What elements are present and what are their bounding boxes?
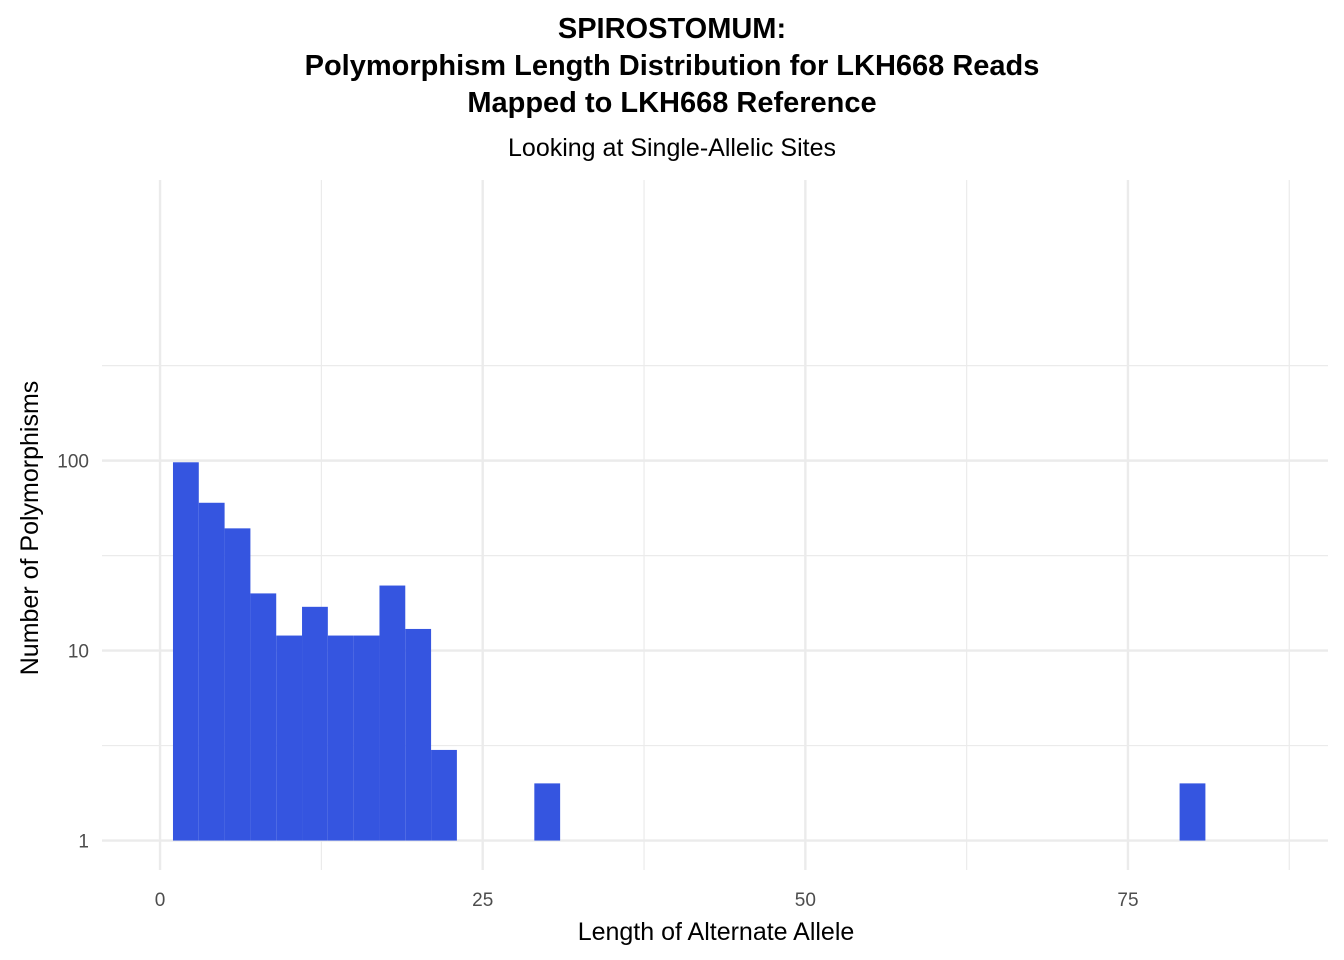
chart-subtitle: Looking at Single-Allelic Sites [508, 134, 836, 162]
x-tick-label: 75 [1117, 890, 1138, 911]
y-axis-title: Number of Polymorphisms [16, 381, 44, 676]
x-tick-label: 50 [795, 890, 816, 911]
histogram-bars [172, 462, 1206, 841]
histogram-bar [276, 635, 303, 841]
histogram-bar [302, 606, 328, 841]
histogram-bar [405, 628, 432, 841]
x-tick-label: 0 [155, 890, 166, 911]
chart-title-line-3: Mapped to LKH668 Reference [467, 87, 877, 119]
chart-title-line-1: SPIROSTOMUM: [557, 13, 787, 45]
x-axis-title: Length of Alternate Allele [578, 918, 855, 946]
histogram-bar [534, 783, 561, 841]
histogram-bar [172, 462, 199, 841]
chart-title-line-2: Polymorphism Length Distribution for LKH… [304, 50, 1040, 82]
y-tick-label: 1 [78, 832, 89, 853]
y-tick-label: 100 [57, 452, 89, 473]
y-tick-label: 10 [68, 642, 89, 663]
histogram-bar [224, 528, 251, 841]
histogram-bar [379, 585, 406, 841]
histogram-bar [1179, 783, 1206, 841]
histogram-bar [327, 635, 354, 841]
histogram-bar [250, 593, 277, 841]
histogram-bar [431, 749, 457, 841]
histogram-bar [353, 635, 380, 841]
x-axis-ticks: 0 25 50 75 [155, 890, 1139, 911]
y-axis-ticks: 1 10 100 [57, 452, 89, 853]
x-tick-label: 25 [472, 890, 493, 911]
histogram-bar [198, 502, 225, 841]
